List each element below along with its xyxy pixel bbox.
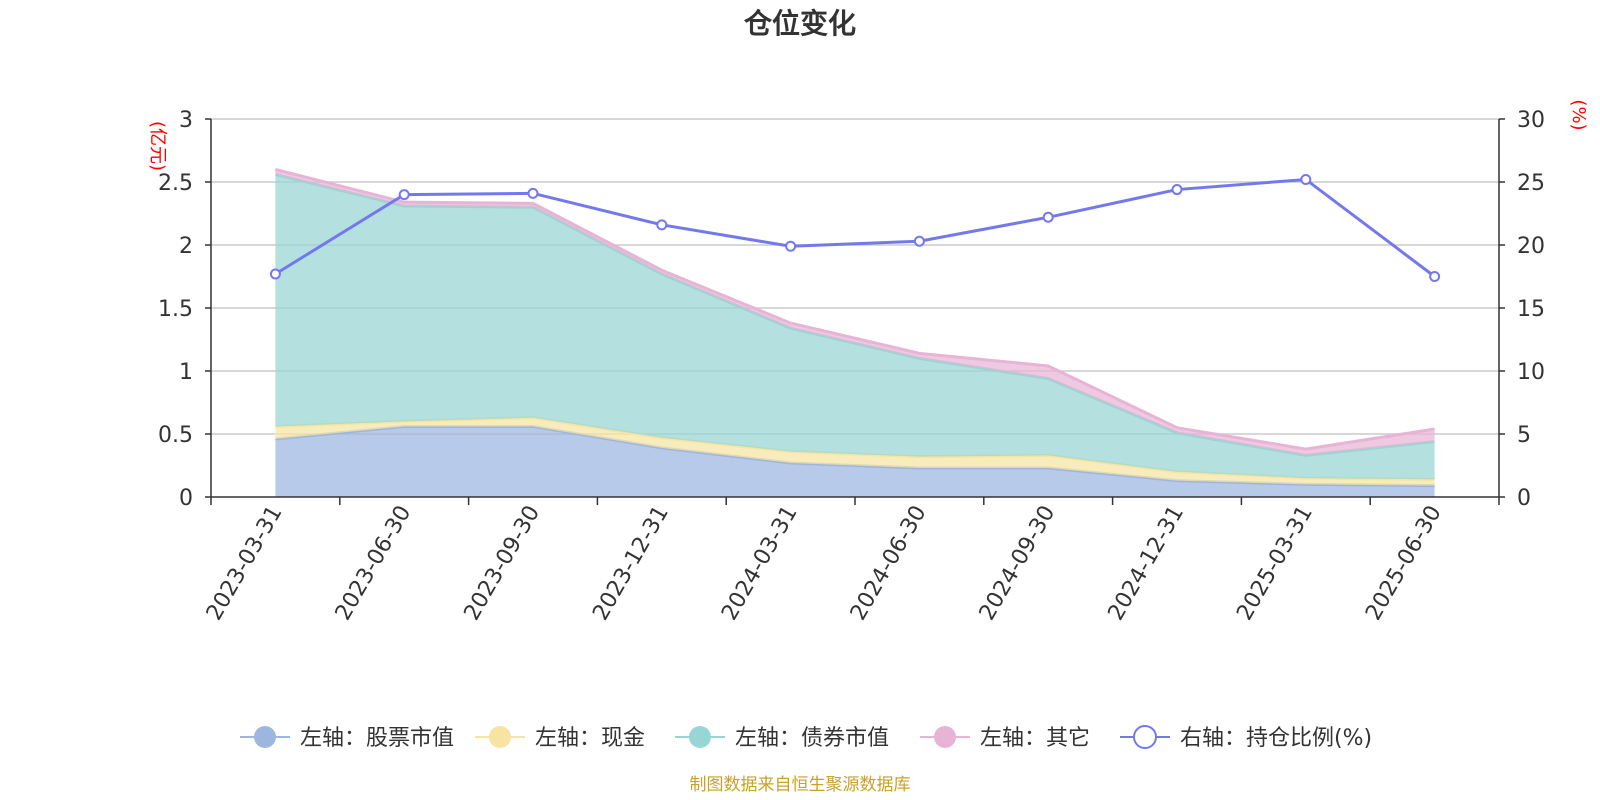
ratio-point (398, 189, 410, 201)
right-tick-label: 5 (1517, 423, 1531, 448)
ratio-point (785, 240, 797, 252)
x-tick-label: 2025-06-30 (1361, 502, 1447, 625)
legend-marker (934, 726, 956, 748)
ratio-point (656, 219, 668, 231)
legend-label: 左轴：其它 (980, 726, 1090, 751)
legend-item: 左轴：其它 (920, 726, 1090, 751)
left-tick-label: 2.5 (158, 171, 193, 196)
right-axis-unit: (%) (1568, 99, 1589, 130)
legend-label: 左轴：债券市值 (735, 726, 889, 751)
left-tick-label: 1.5 (158, 297, 193, 322)
left-tick-label: 0 (179, 486, 193, 511)
x-tick-label: 2023-06-30 (331, 502, 417, 625)
stacked-areas (275, 167, 1435, 497)
legend-marker (1133, 725, 1157, 749)
x-tick-label: 2023-12-31 (588, 502, 674, 625)
legend-label: 左轴：股票市值 (300, 726, 454, 751)
legend-item: 左轴：债券市值 (675, 726, 889, 751)
left-tick-label: 1 (179, 360, 193, 385)
legend-item: 右轴：持仓比例(%) (1120, 725, 1372, 751)
ratio-point (1171, 184, 1183, 196)
x-tick-label: 2024-03-31 (717, 502, 803, 625)
ratio-point (1300, 173, 1312, 185)
ratio-point (1042, 211, 1054, 223)
area-series-3 (275, 174, 1435, 480)
data-source-note: 制图数据来自恒生聚源数据库 (690, 775, 911, 795)
legend-item: 左轴：现金 (475, 726, 645, 751)
legend-item: 左轴：股票市值 (240, 726, 454, 751)
chart-title: 仓位变化 (744, 7, 856, 40)
right-tick-label: 0 (1517, 486, 1531, 511)
ratio-point (527, 187, 539, 199)
ratio-point (269, 268, 281, 280)
ratio-point (1429, 271, 1441, 282)
x-tick-label: 2024-09-30 (975, 502, 1061, 625)
x-tick-label: 2023-09-30 (460, 502, 546, 625)
ratio-line-path (274, 177, 1436, 278)
left-tick-label: 0.5 (158, 423, 193, 448)
left-tick-label: 3 (179, 108, 193, 133)
area-edge-4 (275, 167, 1435, 451)
x-tick-label: 2024-06-30 (846, 502, 932, 625)
left-axis-unit: (亿元) (147, 121, 168, 171)
right-tick-label: 10 (1517, 360, 1545, 385)
ratio-line (269, 173, 1441, 282)
right-tick-label: 25 (1517, 171, 1545, 196)
legend-label: 右轴：持仓比例(%) (1180, 726, 1372, 751)
legend-label: 左轴：现金 (535, 726, 645, 751)
area-series-1 (275, 426, 1435, 497)
right-tick-label: 30 (1517, 108, 1545, 133)
legend-marker (489, 726, 511, 748)
x-tick-label: 2023-03-31 (202, 502, 288, 625)
legend-marker (254, 726, 276, 748)
left-tick-label: 2 (179, 234, 193, 259)
x-tick-label: 2024-12-31 (1104, 502, 1190, 625)
ratio-point (913, 235, 925, 247)
x-tick-label: 2025-03-31 (1232, 502, 1318, 625)
legend: 左轴：股票市值 左轴：现金 左轴：债券市值 左轴：其它 右轴：持仓比例(%) (240, 725, 1372, 751)
legend-marker (689, 726, 711, 748)
right-tick-label: 15 (1517, 297, 1545, 322)
right-tick-label: 20 (1517, 234, 1545, 259)
